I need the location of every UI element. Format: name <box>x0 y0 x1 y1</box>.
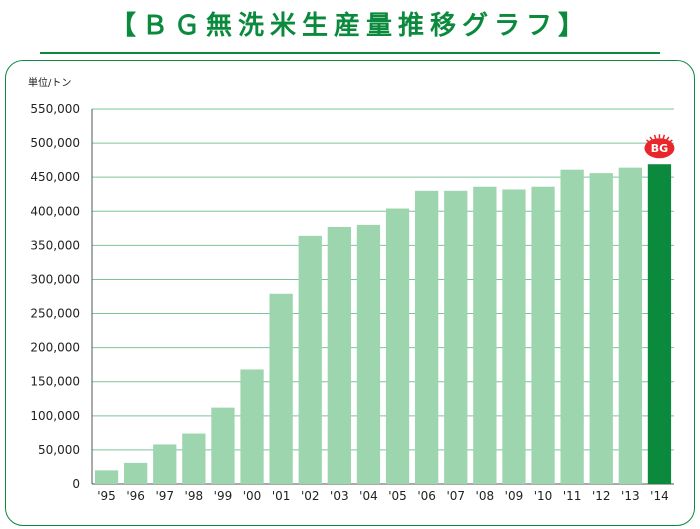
badge-ray <box>662 134 666 139</box>
x-tick-label: '99 <box>214 489 233 503</box>
bar <box>415 190 439 484</box>
bar <box>385 208 410 484</box>
x-tick-label: '13 <box>621 489 640 503</box>
bar <box>502 189 526 485</box>
x-tick-label: '96 <box>126 489 145 503</box>
x-tick-label: '10 <box>534 489 553 503</box>
bar <box>589 173 613 484</box>
title-underline <box>40 52 660 54</box>
y-tick-label: 450,000 <box>30 170 80 184</box>
y-tick-label: 150,000 <box>30 375 80 389</box>
y-tick-label: 550,000 <box>30 102 80 116</box>
x-tick-label: '14 <box>650 489 669 503</box>
y-axis-ticks: 0 50,000 100,000 150,000 200,000 250,000 300,0… <box>30 102 80 491</box>
bar <box>327 226 351 485</box>
x-tick-label: '05 <box>388 489 407 503</box>
x-tick-label: '03 <box>330 489 349 503</box>
y-tick-label: 350,000 <box>30 238 80 252</box>
y-tick-label: 400,000 <box>30 204 80 218</box>
bar <box>211 407 235 484</box>
bar <box>531 186 555 484</box>
unit-label: 単位/トン <box>28 76 71 89</box>
bar <box>298 235 322 484</box>
bar <box>560 169 584 484</box>
bar-layer <box>94 164 672 485</box>
bar <box>94 470 119 484</box>
x-tick-label: '98 <box>185 489 204 503</box>
x-tick-label: '07 <box>446 489 465 503</box>
bg-badge-icon <box>644 138 675 159</box>
x-tick-label: '02 <box>301 489 320 503</box>
bar <box>356 224 381 484</box>
x-tick-label: '11 <box>563 489 582 503</box>
y-tick-label: 100,000 <box>30 409 80 423</box>
bar <box>618 167 642 485</box>
bar <box>124 462 148 484</box>
bar <box>444 190 468 484</box>
y-tick-label: 250,000 <box>30 307 80 321</box>
page-title: 【ＢＧ無洗米生産量推移グラフ】 <box>109 11 590 41</box>
x-tick-label: '01 <box>272 489 291 503</box>
x-tick-label: '09 <box>505 489 524 503</box>
x-tick-label: '95 <box>97 489 116 503</box>
bar <box>153 444 177 484</box>
x-tick-label: '06 <box>417 489 436 503</box>
x-axis-ticks: '95 '96 '97 '98 '99 '00 '01 '02 '03 '04 '05 '06 '07 '… <box>97 489 668 503</box>
bar <box>182 433 206 484</box>
x-tick-label: '04 <box>359 489 378 503</box>
y-tick-label: 500,000 <box>30 136 80 150</box>
bar <box>647 164 672 484</box>
badge-ray <box>653 134 657 139</box>
y-tick-label: 0 <box>72 477 80 491</box>
bg-badge-label: BG <box>651 142 668 155</box>
x-tick-label: '00 <box>243 489 262 503</box>
chart-panel <box>5 60 695 526</box>
grid-layer <box>91 108 674 485</box>
badge-layer: BG <box>644 134 675 159</box>
x-tick-label: '12 <box>592 489 611 503</box>
bar <box>240 369 264 484</box>
x-tick-label: '97 <box>155 489 174 503</box>
y-tick-label: 50,000 <box>38 443 80 457</box>
bar <box>473 186 497 484</box>
y-tick-label: 300,000 <box>30 272 80 286</box>
bar <box>269 293 293 484</box>
y-tick-label: 200,000 <box>30 341 80 355</box>
x-tick-label: '08 <box>476 489 495 503</box>
